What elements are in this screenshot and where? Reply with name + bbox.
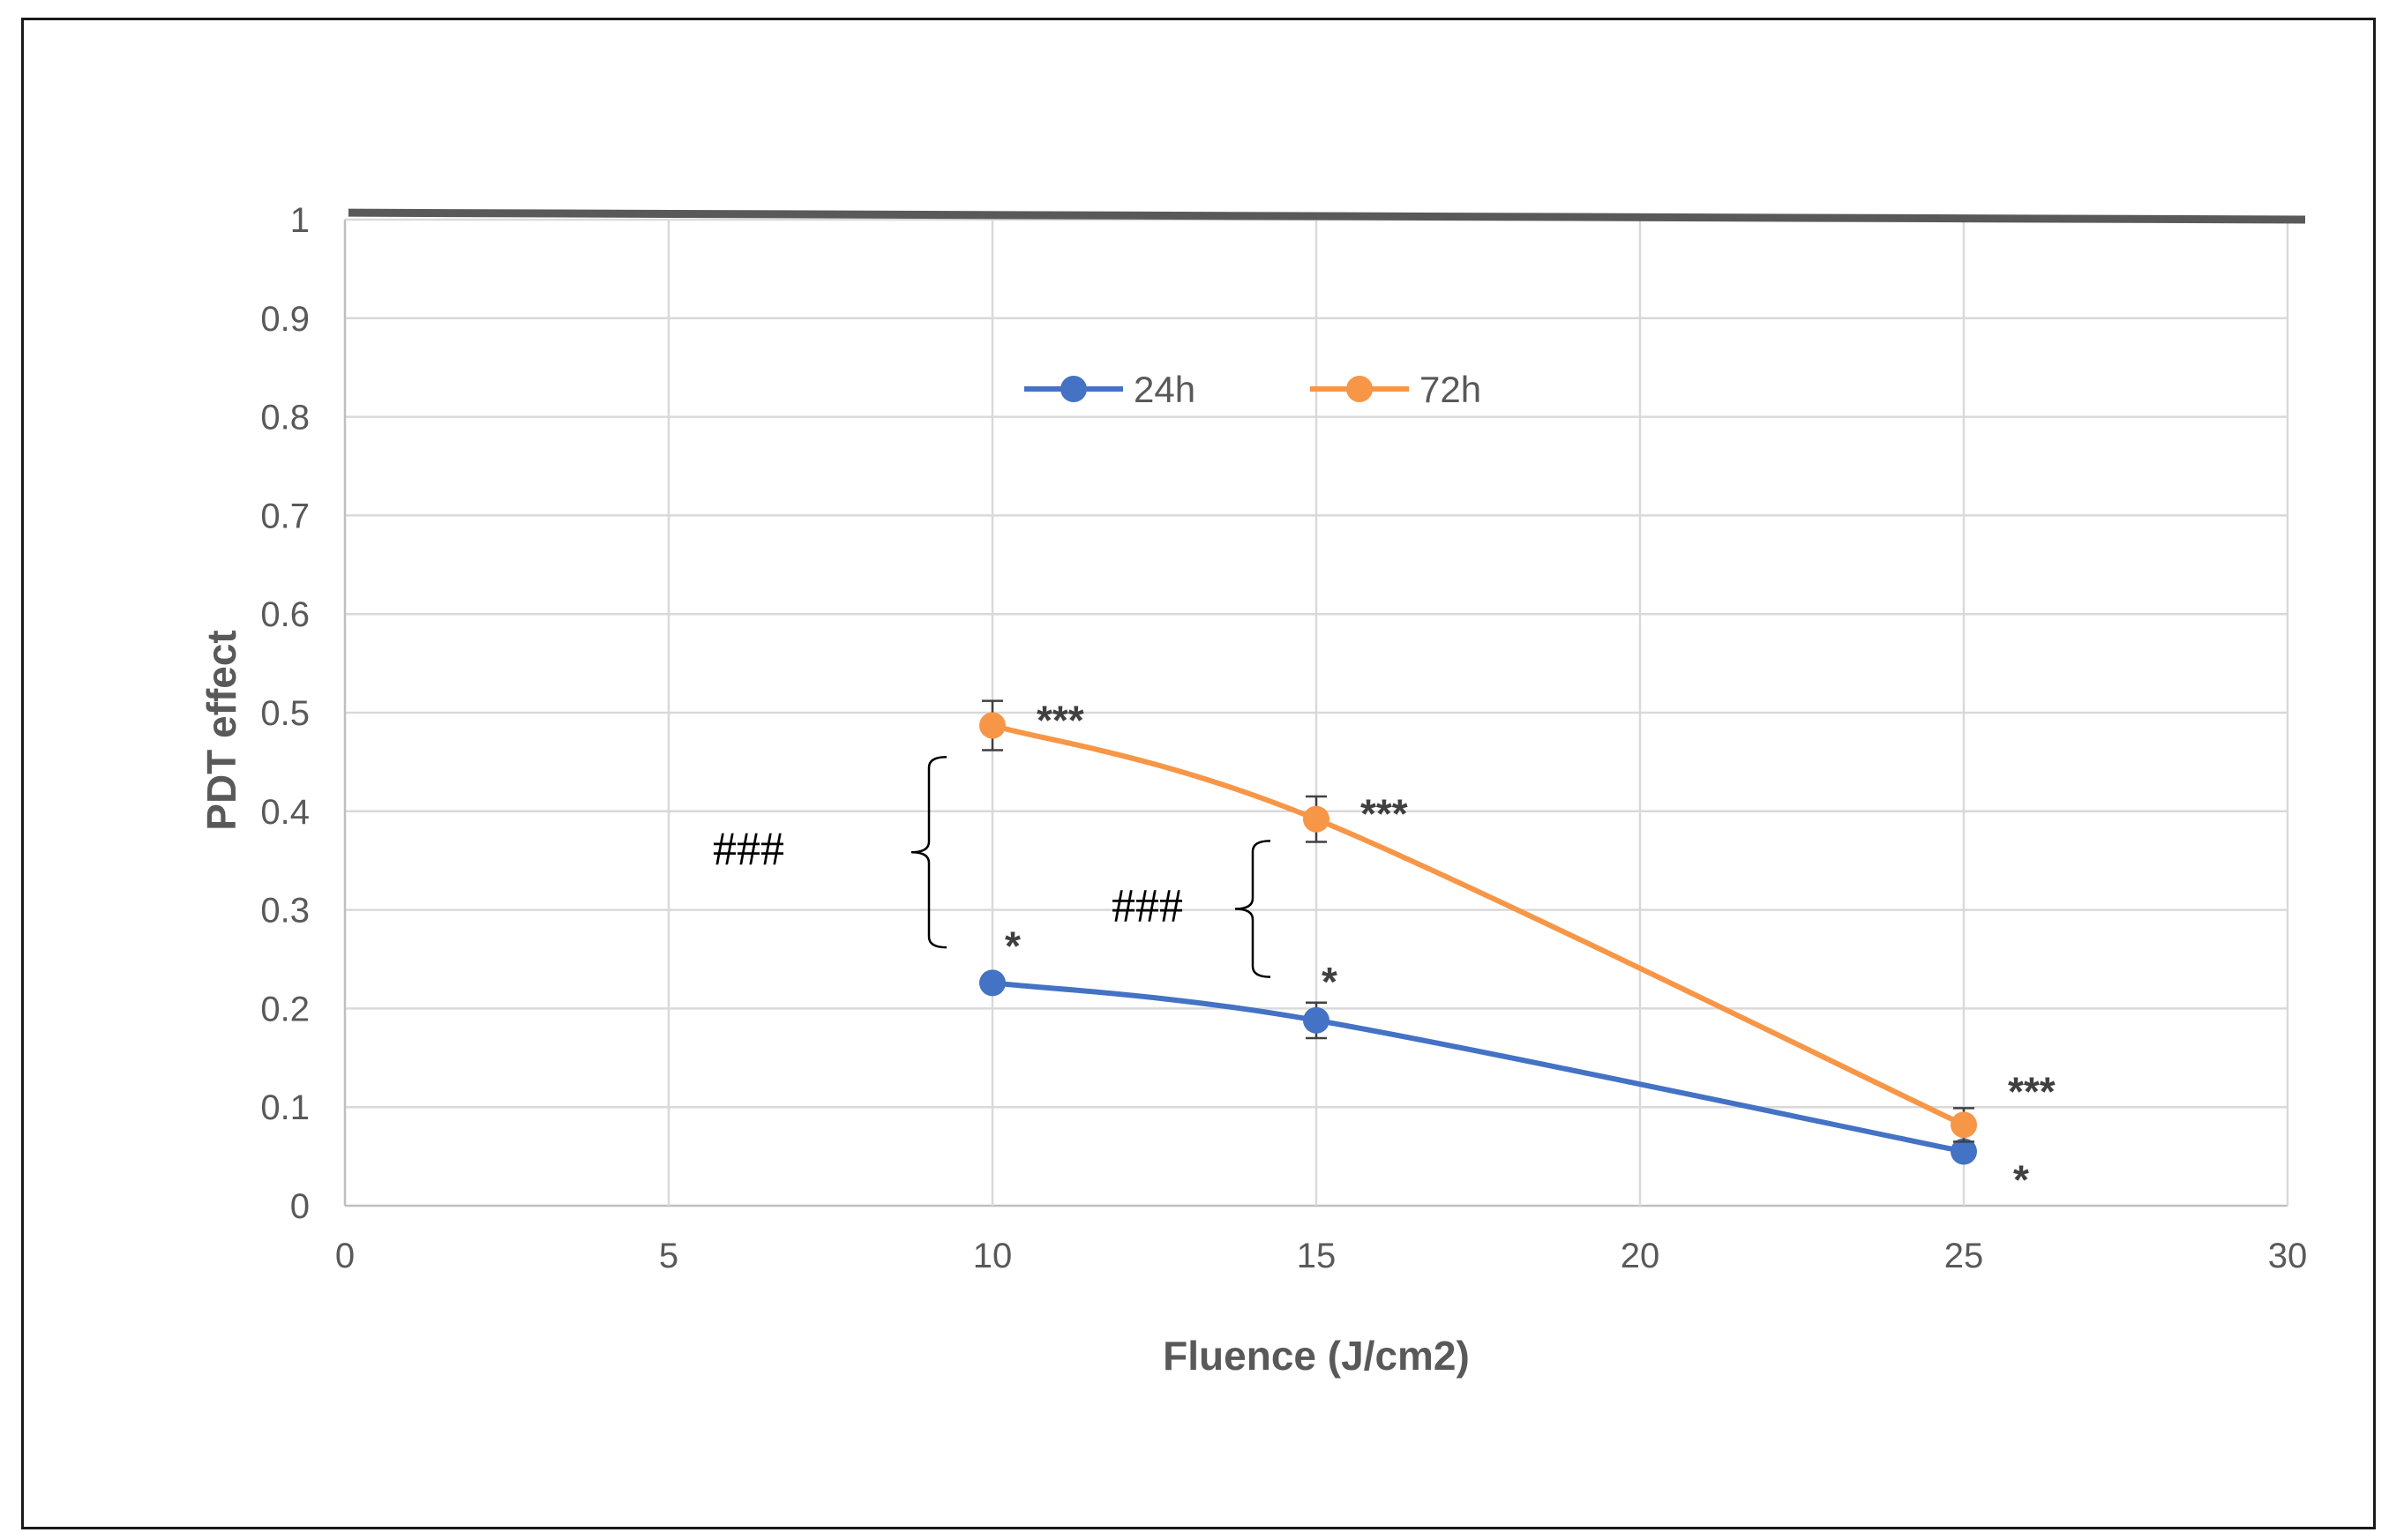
series-layer (979, 699, 1977, 1165)
x-tick-label: 25 (1944, 1237, 1984, 1275)
y-tick-label: 0.8 (260, 399, 310, 437)
y-tick-label: 0.6 (260, 595, 310, 634)
significance-label-72h: *** (2008, 1068, 2056, 1114)
series-24h-line (990, 980, 1966, 1155)
annotations: ************###### (713, 698, 2056, 1203)
x-tick-label: 15 (1297, 1237, 1337, 1275)
reference-line-layer (348, 208, 2306, 224)
y-tick-label: 0.3 (260, 892, 310, 931)
chart-frame: 0 0.1 0.2 0.3 0.4 0.5 0.6 0.7 0.8 0.9 1 0 5 10 15 20 25 3… (21, 18, 2376, 1529)
significance-label-24h: * (1005, 923, 1021, 968)
series-24h-point (1303, 1006, 1329, 1034)
series-24h-point (979, 969, 1006, 997)
reference-line (348, 208, 2306, 224)
legend-item-24h: 24h (1024, 369, 1195, 410)
significance-label-24h: * (2013, 1157, 2029, 1203)
tick-labels: 00.10.20.30.40.50.60.70.80.910 5 10 15 20 25 3… (260, 201, 2307, 1275)
comparison-label: ### (1112, 878, 1183, 931)
legend: 24h 72h (1024, 369, 1481, 410)
legend-item-72h: 72h (1310, 369, 1481, 410)
y-tick-label: 0.9 (260, 300, 310, 339)
comparison-bracket: ### (1112, 840, 1271, 978)
x-tick-label: 0 (335, 1237, 355, 1275)
significance-label-72h: *** (1360, 791, 1408, 837)
y-tick-label: 0 (290, 1187, 310, 1226)
x-tick-label: 30 (2268, 1237, 2308, 1275)
legend-marker (1346, 376, 1373, 402)
y-tick-label: 0.4 (260, 793, 310, 832)
y-tick-label: 0.5 (260, 694, 310, 733)
x-tick-label: 5 (659, 1237, 678, 1275)
series-72h-point (1303, 805, 1329, 833)
series-72h-line (990, 722, 1966, 1128)
x-axis-title: Fluence (J/cm2) (1163, 1333, 1470, 1379)
legend-label: 24h (1134, 369, 1195, 410)
x-tick-label: 10 (973, 1237, 1013, 1275)
significance-label-72h: *** (1037, 698, 1084, 744)
bracket-path (910, 756, 947, 949)
y-tick-label: 0.7 (260, 497, 310, 535)
y-axis-title: PDT effect (198, 630, 244, 830)
significance-label-24h: * (1322, 959, 1337, 1005)
series-24h-point (1951, 1138, 1977, 1165)
bracket-path (1234, 840, 1271, 978)
series-72h-point (1951, 1111, 1977, 1139)
gridlines (343, 218, 2289, 1207)
series-72h-point (979, 712, 1006, 739)
legend-label: 72h (1419, 369, 1481, 410)
comparison-label: ### (713, 822, 784, 875)
x-tick-label: 20 (1621, 1237, 1660, 1275)
line-chart: 00.10.20.30.40.50.60.70.80.910 5 10 15 20 25 3… (198, 201, 2307, 1379)
y-tick-label: 0.2 (260, 990, 310, 1028)
y-tick-label: 1 (290, 201, 310, 240)
comparison-bracket: ### (713, 756, 947, 949)
y-tick-label: 0.1 (260, 1088, 310, 1127)
legend-marker (1060, 376, 1087, 402)
